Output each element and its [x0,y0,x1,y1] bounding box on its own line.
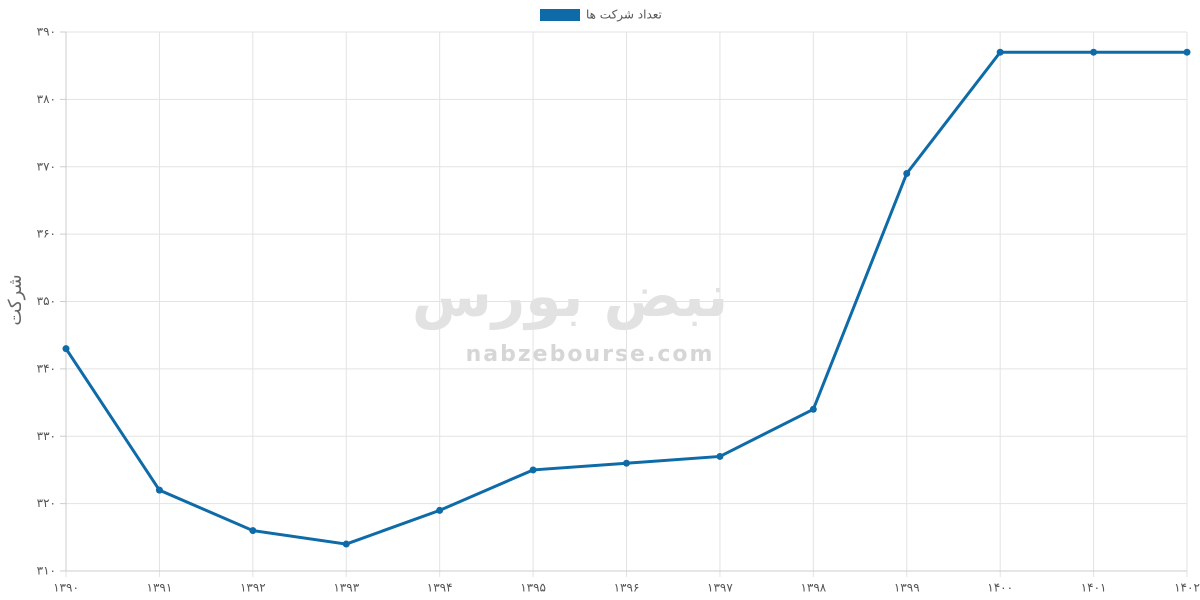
y-tick-label: ۳۴۰ [37,361,56,375]
point [436,506,444,514]
y-tick-label: ۳۳۰ [37,429,56,443]
legend-swatch [540,9,580,21]
x-tick-label: ۱۳۹۸ [800,581,826,595]
point [342,540,350,548]
y-tick-label: ۳۷۰ [37,159,56,173]
x-tick-label: ۱۳۹۰ [53,581,79,595]
y-tick-label: ۳۱۰ [37,564,56,578]
x-tick-label: ۱۳۹۲ [240,581,266,595]
x-tick-label: ۱۳۹۵ [520,581,546,595]
watermark-logo: نبض بورس [412,262,728,331]
y-tick-label: ۳۶۰ [37,227,56,241]
legend-label: تعداد شرکت ها [586,8,662,23]
point [716,452,724,460]
point [623,459,630,467]
point [249,527,257,535]
point [1090,48,1098,56]
x-tick-label: ۱۳۹۳ [333,581,359,595]
point [155,486,163,494]
x-tick-label: ۱۴۰۱ [1081,581,1107,595]
y-tick-label: ۳۵۰ [37,294,56,308]
point [529,466,537,474]
point [903,169,911,177]
x-tick-label: ۱۳۹۷ [707,581,733,595]
point [996,48,1004,56]
watermark-url: nabzebourse.com [466,342,715,367]
point [1183,48,1191,56]
x-tick-label: ۱۳۹۶ [614,581,640,595]
x-tick-label: ۱۳۹۱ [147,581,173,595]
y-tick-label: ۳۲۰ [37,496,56,510]
x-tick-label: ۱۳۹۹ [894,581,920,595]
y-tick-label: ۳۹۰ [37,25,56,39]
point [809,405,817,413]
y-tick-label: ۳۸۰ [37,92,56,106]
x-tick-label: ۱۴۰۲ [1174,581,1200,595]
x-tick-label: ۱۳۹۴ [427,581,453,595]
x-tick-label: ۱۴۰۰ [987,581,1013,595]
y-axis-label: شرکت [5,274,26,325]
point [62,345,70,353]
